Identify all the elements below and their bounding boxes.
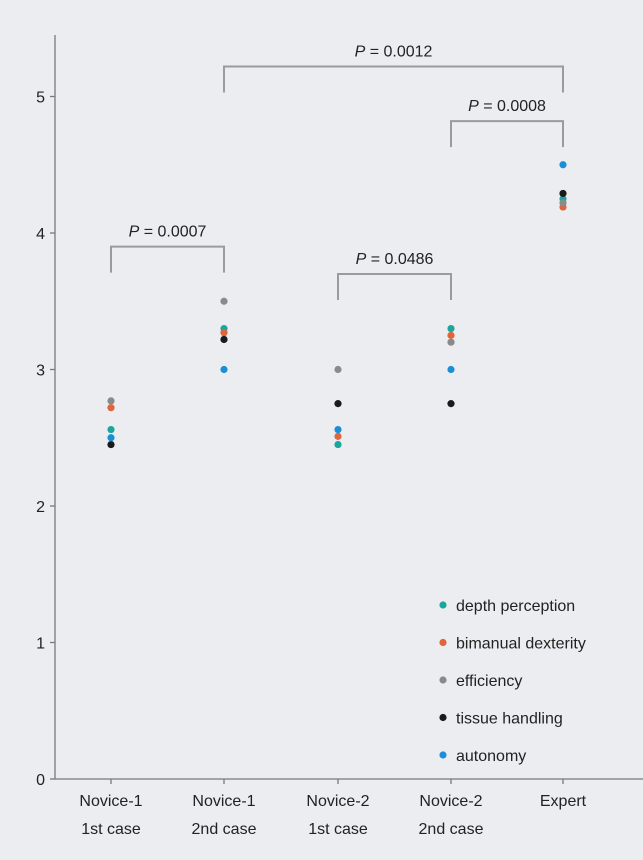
- data-point-tissue-handling: [220, 335, 228, 344]
- y-tick-label: 5: [36, 90, 45, 107]
- p-value-text: = 0.0486: [366, 251, 433, 268]
- x-tick-label: 2nd case: [192, 821, 257, 838]
- p-value-label: P = 0.0486: [356, 251, 434, 268]
- data-point-efficiency: [334, 365, 342, 374]
- legend-label: depth perception: [456, 598, 575, 615]
- data-point-depth-perception: [107, 425, 115, 434]
- x-tick-label: Novice-2: [306, 793, 369, 810]
- data-point-tissue-handling: [334, 400, 342, 408]
- data-point-depth-perception: [334, 440, 342, 449]
- legend-label: bimanual dexterity: [456, 636, 586, 653]
- p-value-label: P = 0.0007: [129, 224, 207, 241]
- data-point-tissue-handling: [107, 440, 115, 449]
- data-point-efficiency: [559, 199, 567, 207]
- legend-marker: [439, 638, 447, 647]
- data-point-efficiency: [107, 397, 115, 405]
- data-point-bimanual-dexterity: [447, 331, 455, 339]
- legend-label: autonomy: [456, 748, 526, 765]
- legend-label: efficiency: [456, 673, 522, 690]
- x-tick-label: 1st case: [308, 821, 368, 838]
- data-point-bimanual-dexterity: [334, 432, 342, 440]
- legend-marker: [439, 601, 447, 609]
- y-tick-label: 1: [36, 636, 45, 653]
- data-point-efficiency: [447, 338, 455, 346]
- data-point-tissue-handling: [559, 189, 567, 198]
- data-point-depth-perception: [447, 324, 455, 333]
- x-tick-label: 2nd case: [419, 821, 484, 838]
- y-tick-label: 4: [36, 226, 45, 243]
- data-point-autonomy: [334, 425, 342, 434]
- y-tick-label: 2: [36, 499, 45, 516]
- y-tick-label: 0: [36, 772, 45, 789]
- p-value-text: = 0.0012: [365, 43, 432, 60]
- data-point-bimanual-dexterity: [107, 404, 115, 412]
- p-symbol: P: [129, 224, 140, 241]
- p-symbol: P: [355, 43, 366, 60]
- significance-bracket: [337, 272, 452, 300]
- x-tick-label: Expert: [540, 793, 587, 810]
- p-value-label: P = 0.0012: [355, 43, 433, 60]
- data-point-bimanual-dexterity: [220, 329, 228, 337]
- legend-marker: [439, 676, 447, 684]
- significance-bracket: [223, 65, 564, 93]
- significance-bracket: [110, 245, 225, 273]
- data-point-autonomy: [220, 365, 228, 374]
- x-tick-label: 1st case: [81, 821, 141, 838]
- legend-label: tissue handling: [456, 711, 563, 728]
- legend-marker: [439, 751, 447, 759]
- y-tick-label: 3: [36, 363, 45, 380]
- x-tick-label: Novice-1: [79, 793, 142, 810]
- data-point-autonomy: [559, 161, 567, 169]
- p-value-text: = 0.0008: [479, 98, 546, 115]
- data-point-tissue-handling: [447, 400, 455, 408]
- p-symbol: P: [356, 251, 367, 268]
- p-value-text: = 0.0007: [139, 224, 206, 241]
- legend-marker: [439, 713, 447, 722]
- p-symbol: P: [468, 98, 479, 115]
- p-value-label: P = 0.0008: [468, 98, 546, 115]
- x-tick-label: Novice-1: [192, 793, 255, 810]
- data-point-efficiency: [220, 297, 228, 305]
- x-tick-label: Novice-2: [419, 793, 482, 810]
- data-point-autonomy: [447, 365, 455, 374]
- data-point-autonomy: [107, 434, 115, 442]
- significance-bracket: [450, 120, 564, 148]
